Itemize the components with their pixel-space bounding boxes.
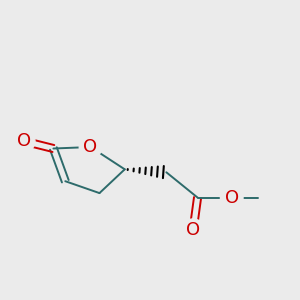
Text: O: O bbox=[186, 221, 200, 239]
Circle shape bbox=[220, 186, 243, 209]
Circle shape bbox=[182, 219, 204, 242]
Text: O: O bbox=[16, 132, 31, 150]
Text: O: O bbox=[225, 189, 239, 207]
Circle shape bbox=[12, 130, 35, 152]
Circle shape bbox=[79, 136, 102, 158]
Text: O: O bbox=[83, 138, 98, 156]
